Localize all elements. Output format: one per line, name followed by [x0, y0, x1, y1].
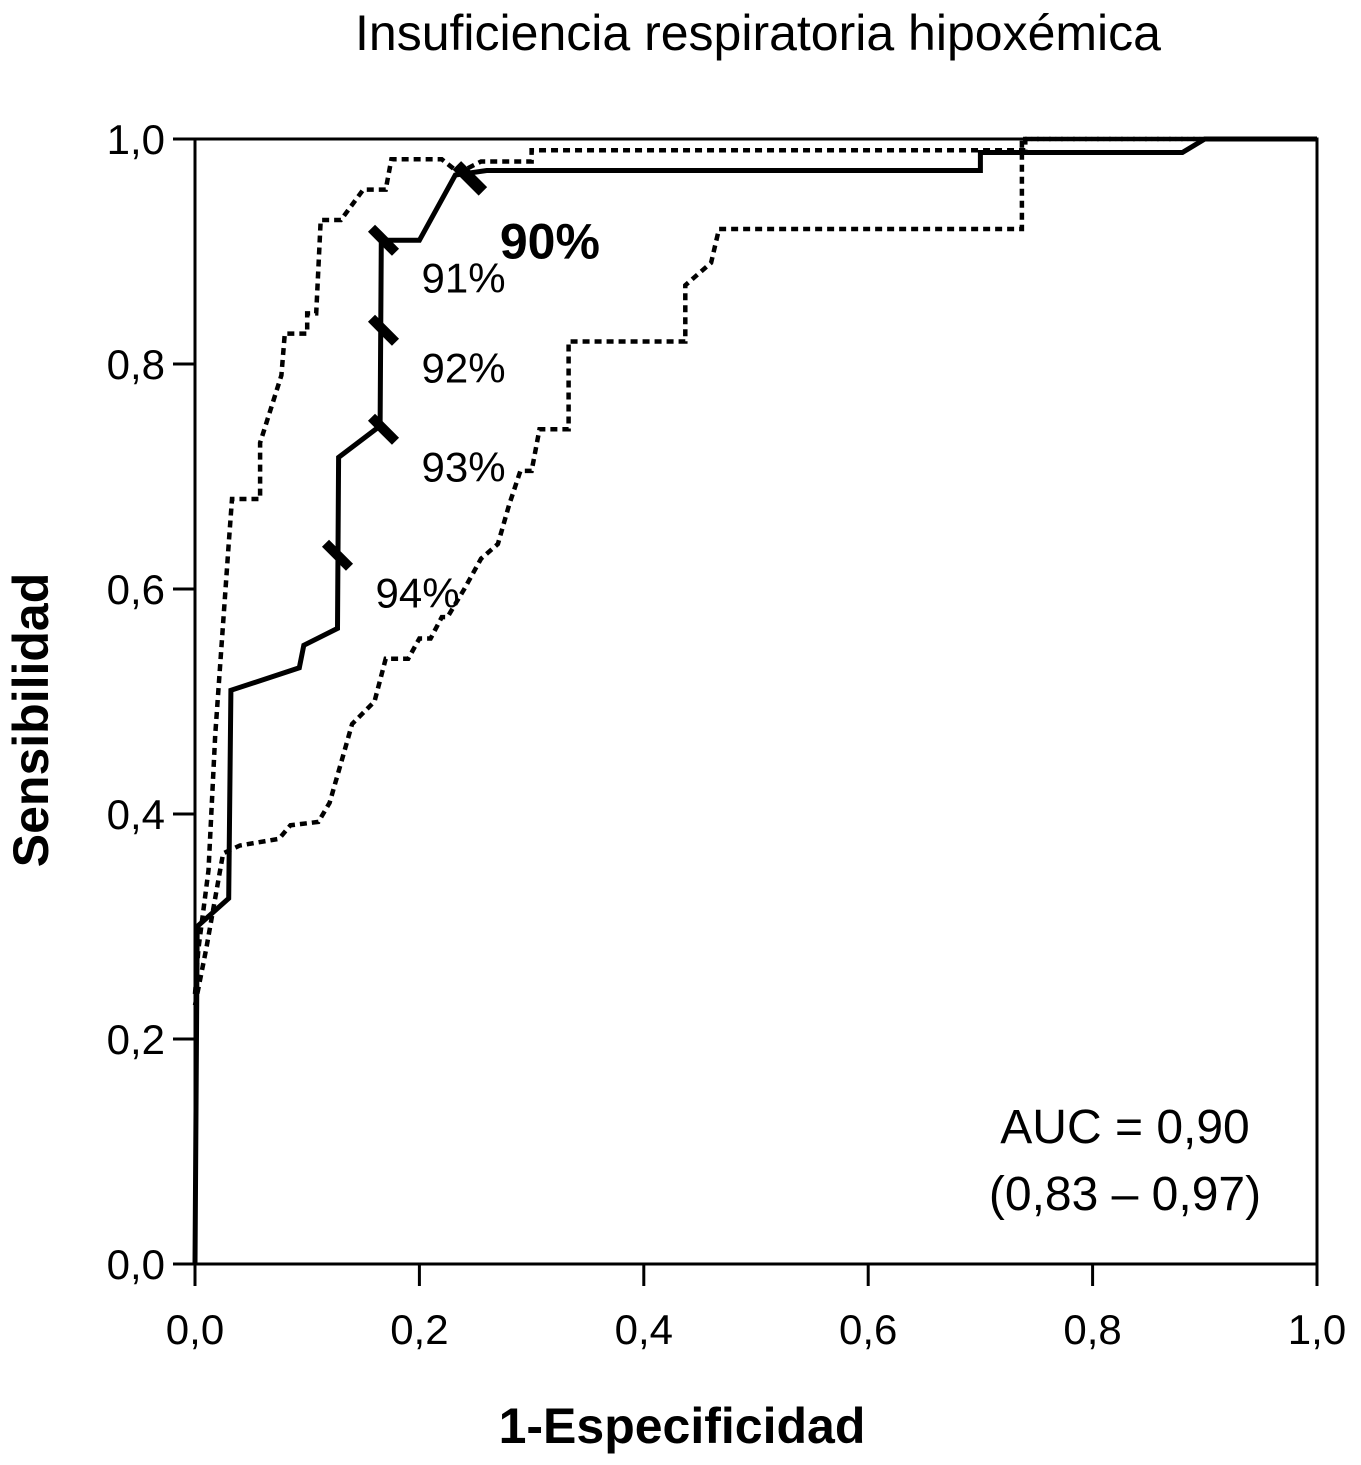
y-axis-ticks: 0,0 0,2 0,4 0,6 0,8 1,0 — [107, 116, 195, 1288]
y-tick-label: 0,8 — [107, 341, 165, 388]
threshold-label: 90% — [500, 213, 600, 269]
threshold-marker — [367, 413, 400, 445]
x-tick-label: 0,0 — [166, 1306, 224, 1353]
threshold-label: 92% — [421, 344, 505, 391]
chart-title: Insuficiencia respiratoria hipoxémica — [355, 5, 1161, 61]
threshold-marker — [367, 314, 400, 346]
y-tick-label: 0,4 — [107, 791, 165, 838]
plot-frame — [193, 137, 1319, 1266]
x-tick-label: 1,0 — [1288, 1306, 1346, 1353]
threshold-label: 94% — [375, 569, 459, 616]
threshold-marker — [452, 161, 488, 196]
series-layer — [192, 136, 1317, 1265]
threshold-label: 93% — [421, 443, 505, 490]
confidence-band-line-1 — [192, 136, 1317, 995]
y-tick-label: 0,2 — [107, 1016, 165, 1063]
y-axis-title: Sensibilidad — [3, 573, 59, 868]
threshold-marker — [367, 224, 400, 256]
y-tick-label: 0,0 — [107, 1241, 165, 1288]
y-tick-label: 1,0 — [107, 116, 165, 163]
x-tick-label: 0,6 — [839, 1306, 897, 1353]
threshold-markers: 90%91% 92% 93% 94% — [321, 161, 600, 616]
roc-curve-line — [192, 136, 1317, 1265]
x-tick-label: 0,2 — [390, 1306, 448, 1353]
auc-confidence-interval: (0,83 – 0,97) — [989, 1168, 1261, 1221]
threshold-label: 91% — [421, 254, 505, 301]
x-axis-ticks: 0,0 0,2 0,4 0,6 0,8 1,0 — [166, 1264, 1346, 1353]
threshold-marker — [321, 539, 354, 571]
confidence-band-line-2 — [192, 136, 1317, 1006]
x-tick-label: 0,8 — [1063, 1306, 1121, 1353]
x-tick-label: 0,4 — [615, 1306, 673, 1353]
x-axis-title: 1-Especificidad — [499, 1398, 866, 1454]
auc-value: AUC = 0,90 — [1000, 1101, 1249, 1154]
y-tick-label: 0,6 — [107, 566, 165, 613]
